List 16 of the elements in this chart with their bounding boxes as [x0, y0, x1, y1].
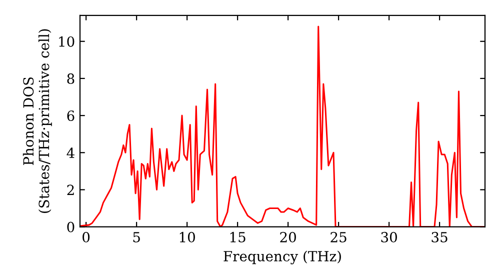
x-tick-label: 35 [432, 232, 448, 242]
x-tick-label: 20 [280, 232, 296, 242]
y-tick-label: 6 [67, 110, 74, 122]
y-tick-label: 2 [67, 184, 74, 195]
y-axis-title: Phonon DOS (States/THz·primitive cell) [22, 29, 52, 213]
x-tick-label: 25 [330, 232, 346, 242]
x-tick-label: 5 [133, 232, 140, 242]
y-tick-label: 10 [59, 36, 74, 47]
x-tick-label: 15 [230, 232, 246, 242]
y-tick-label: 0 [67, 222, 74, 232]
x-tick-label: 10 [180, 232, 195, 242]
y-tick-label: 4 [66, 148, 74, 158]
x-tick-label: 0 [82, 232, 90, 242]
x-tick-label: 30 [381, 232, 397, 242]
x-axis-title: Frequency (THz) [224, 250, 341, 264]
y-tick-label: 8 [67, 73, 74, 84]
